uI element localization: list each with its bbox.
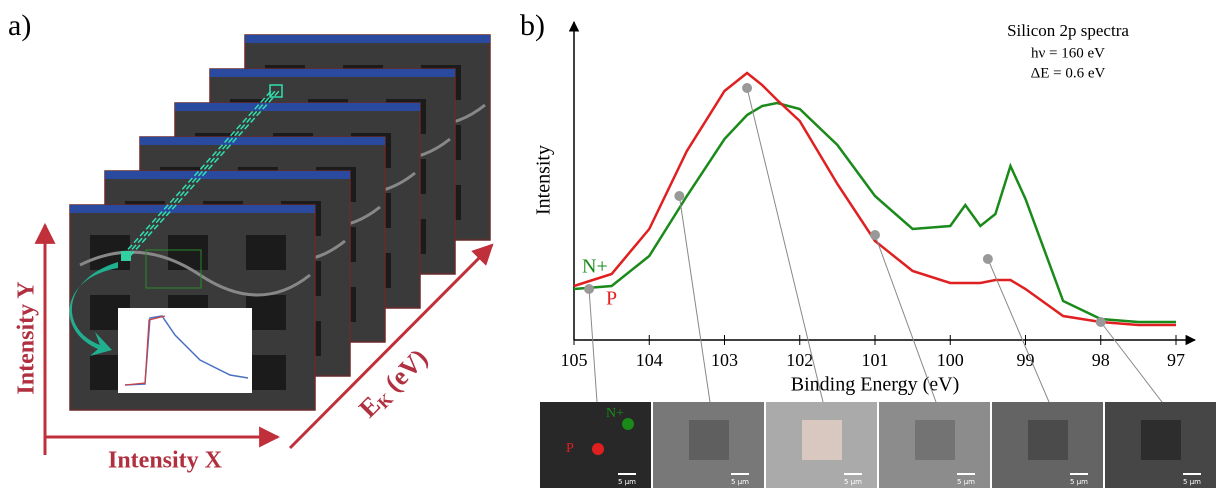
spot-label: N+ bbox=[606, 406, 624, 421]
axis-label: EK(eV) bbox=[353, 343, 434, 424]
title-bar bbox=[245, 35, 490, 43]
x-tick-label: 97 bbox=[1167, 350, 1185, 370]
inset-curve bbox=[124, 315, 166, 386]
title-bar bbox=[175, 103, 420, 111]
scale-label: 5 µm bbox=[1183, 478, 1201, 486]
x-tick-label: 102 bbox=[786, 350, 813, 370]
scale-label: 5 µm bbox=[844, 478, 862, 486]
image-marker bbox=[1095, 317, 1106, 327]
scale-label: 5 µm bbox=[1070, 478, 1088, 486]
x-tick-label: 104 bbox=[636, 350, 663, 370]
x-tick-label: 100 bbox=[937, 350, 964, 370]
image-marker bbox=[982, 254, 993, 264]
inset bbox=[118, 308, 252, 393]
spot bbox=[622, 418, 634, 430]
image-marker bbox=[674, 191, 685, 201]
connector bbox=[678, 195, 711, 403]
texture bbox=[246, 295, 286, 330]
scale-label: 5 µm bbox=[731, 478, 749, 486]
connector bbox=[987, 258, 1050, 403]
axis-label: Intensity X bbox=[108, 448, 223, 474]
series-line bbox=[573, 71, 1176, 327]
title-bar bbox=[140, 137, 385, 145]
connector bbox=[588, 288, 598, 403]
annotation: ΔE = 0.6 eV bbox=[1031, 65, 1106, 81]
series-label: P bbox=[606, 288, 617, 310]
texture bbox=[79, 250, 311, 297]
roi-link bbox=[125, 89, 277, 257]
image-marker bbox=[584, 284, 595, 294]
x-axis-label: Binding Energy (eV) bbox=[791, 374, 960, 396]
connector bbox=[1100, 321, 1163, 403]
square bbox=[1141, 420, 1181, 460]
connector bbox=[874, 234, 937, 403]
roi-link bbox=[129, 89, 281, 257]
image-row: 5 µm 5 µm 5 µm 5 µm 5 µm 5 µm N+ P bbox=[540, 83, 1216, 488]
connector bbox=[746, 87, 824, 403]
plot: 105 104 103 102 101 100 99 98 97 N+ P bbox=[561, 71, 1185, 370]
series-line bbox=[573, 101, 1176, 324]
texture bbox=[246, 355, 286, 390]
texture bbox=[246, 235, 286, 270]
chart-title: Silicon 2p spectra bbox=[1007, 21, 1129, 40]
panel-label: a) bbox=[8, 9, 31, 42]
title-bar bbox=[210, 69, 455, 77]
x-tick-label: 103 bbox=[711, 350, 738, 370]
scale-label: 5 µm bbox=[957, 478, 975, 486]
title-bar bbox=[70, 205, 315, 213]
title-bar bbox=[105, 171, 350, 179]
x-tick-label: 99 bbox=[1017, 350, 1035, 370]
roi bbox=[145, 249, 202, 289]
y-axis-label: Intensity bbox=[533, 145, 555, 215]
square bbox=[689, 420, 729, 460]
square bbox=[1028, 420, 1068, 460]
image-marker bbox=[870, 230, 880, 240]
image-stack bbox=[69, 34, 491, 411]
annotation: hν = 160 eV bbox=[1031, 45, 1105, 61]
pixel bbox=[121, 251, 131, 261]
x-tick-label: 105 bbox=[561, 350, 588, 370]
square bbox=[915, 420, 955, 460]
axis-label: Intensity Y bbox=[14, 281, 40, 394]
texture bbox=[168, 235, 208, 270]
spot bbox=[592, 443, 604, 455]
x-tick-label: 98 bbox=[1092, 350, 1110, 370]
image-marker bbox=[742, 83, 753, 93]
square bbox=[802, 420, 842, 460]
series-label: N+ bbox=[582, 256, 608, 278]
roi bbox=[269, 84, 283, 98]
axis-arrow bbox=[288, 243, 494, 450]
x-tick-label: 101 bbox=[862, 350, 889, 370]
spot-label: P bbox=[566, 441, 574, 456]
panel-label: b) bbox=[520, 9, 545, 42]
roi-link bbox=[121, 89, 273, 257]
scale-label: 5 µm bbox=[618, 478, 636, 486]
